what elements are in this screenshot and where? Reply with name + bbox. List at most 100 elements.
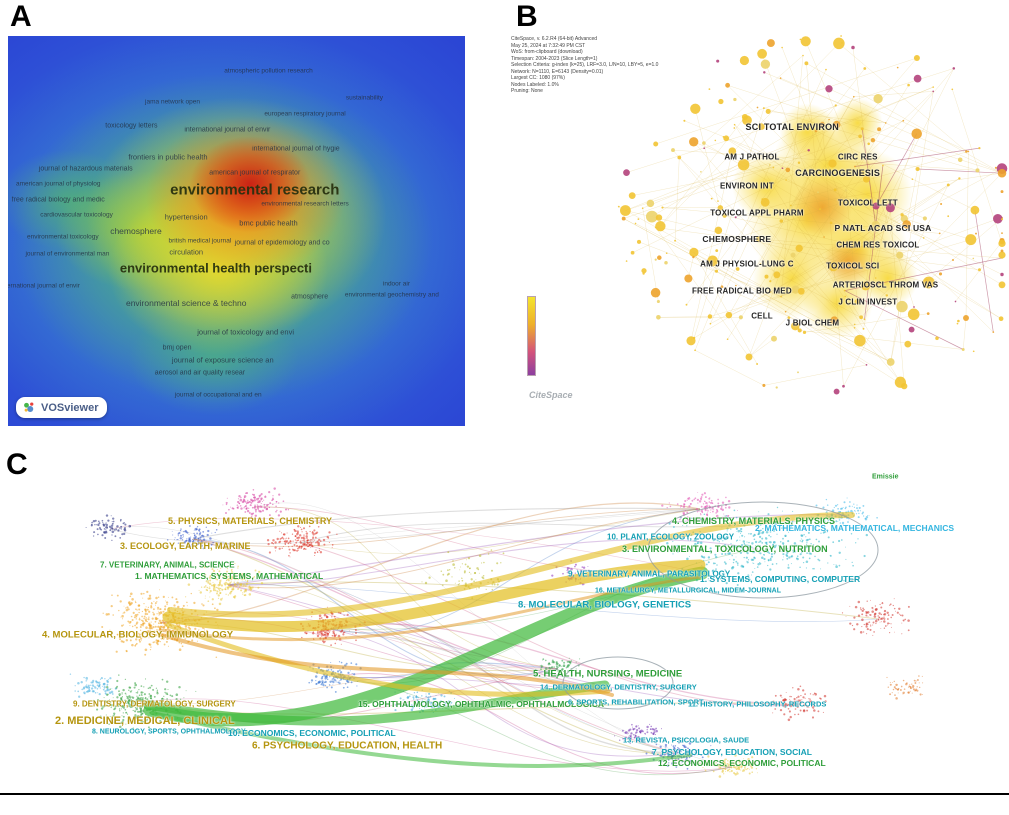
cited-journal-label: P NATL ACAD SCI USA — [834, 223, 932, 233]
citing-discipline-label: 4. MOLECULAR, BIOLOGY, IMMUNOLOGY — [42, 629, 234, 641]
panel-c-letter: C — [6, 448, 28, 481]
citespace-info-line: Largest CC: 1080 (97%) — [511, 75, 565, 81]
journal-density-label: environmental science & techno — [125, 298, 247, 309]
panel-c-dual-map-overlay: 5. PHYSICS, MATERIALS, CHEMISTRY 3. ECOLO… — [0, 455, 1009, 800]
cited-journal-label: TOXICOL LETT — [837, 198, 898, 208]
journal-density-label: journal of exposure science an — [171, 355, 274, 365]
cited-discipline-label: 3. ENVIRONMENTAL, TOXICOLOGY, NUTRITION — [622, 544, 828, 554]
cited-discipline-label: 14. DERMATOLOGY, DENTISTRY, SURGERY — [540, 682, 697, 692]
cited-discipline-label: 5. HEALTH, NURSING, MEDICINE — [533, 668, 683, 680]
citespace-info-block: CiteSpace, v. 6.2.R4 (64-bit) Advanced Ma… — [511, 36, 658, 95]
cited-discipline-label: 12. ECONOMICS, ECONOMIC, POLITICAL — [658, 758, 826, 768]
cited-discipline-label: 4. CHEMISTRY, MATERIALS, PHYSICS — [672, 516, 836, 526]
main-citation-flows — [143, 512, 855, 768]
discipline-cluster-dots — [69, 487, 924, 778]
citing-discipline-label: 5. PHYSICS, MATERIALS, CHEMISTRY — [168, 516, 333, 526]
density-heatmap — [8, 36, 465, 426]
cited-discipline-label: 10. PLANT, ECOLOGY, ZOOLOGY — [607, 532, 735, 542]
journal-density-label: journal of occupational and en — [174, 391, 262, 399]
cited-journal-label: TOXICOL APPL PHARM — [710, 208, 804, 218]
journal-density-label: bmj open — [162, 344, 192, 352]
citespace-info-line: Nodes Labeled: 1.0% — [511, 81, 559, 88]
cited-journal-label: AM J PHYSIOL-LUNG C — [700, 259, 794, 269]
journal-density-label: environmental research — [170, 181, 340, 199]
cited-journal-label: FREE RADICAL BIO MED — [691, 286, 792, 296]
citation-color-legend — [527, 296, 536, 376]
cited-discipline-label: 13. REVISTA, PSICOLOGIA, SAUDE — [623, 735, 750, 745]
journal-density-label: environmental geochemistry and — [344, 291, 439, 299]
citing-discipline-label: 6. PSYCHOLOGY, EDUCATION, HEALTH — [252, 740, 443, 752]
cited-discipline-label: 6. SPORTS, REHABILITATION, SPORT — [568, 697, 704, 707]
journal-density-label: international journal of envir — [8, 282, 80, 290]
citing-discipline-label: 1. MATHEMATICS, SYSTEMS, MATHEMATICAL — [135, 571, 324, 581]
bottom-divider — [0, 793, 1009, 795]
cited-discipline-label: Emissie — [872, 473, 899, 481]
journal-density-label: chemosphere — [110, 226, 162, 236]
cited-journal-label: ARTERIOSCL THROM VAS — [832, 280, 939, 290]
density-label-layer: atmospheric pollution research jama netwo… — [8, 36, 465, 426]
citing-discipline-label: 7. VETERINARY, ANIMAL, SCIENCE — [100, 560, 235, 570]
cited-journal-label: AM J PATHOL — [724, 152, 780, 162]
cited-discipline-label: 16. METALLURGY, METALLURGICAL, MIDEM-JOU… — [595, 587, 782, 595]
journal-density-label: toxicology letters — [105, 122, 158, 130]
citespace-info-line: Timespan: 2004-2023 (Slice Length=1) — [511, 55, 598, 62]
cited-journal-label: CHEM RES TOXICOL — [836, 240, 920, 250]
panel-b-citation-network: CiteSpace, v. 6.2.R4 (64-bit) Advanced Ma… — [505, 18, 1009, 438]
cluster-ellipses — [562, 501, 879, 710]
citing-discipline-label: 3. ECOLOGY, EARTH, MARINE — [120, 541, 251, 551]
citespace-info-line: Network: N=1110, E=6143 (Density=0.01) — [511, 68, 604, 75]
journal-density-label: free radical biology and medic — [11, 196, 105, 204]
journal-density-label: atmosphere — [291, 293, 329, 301]
citation-network-canvas — [617, 35, 1008, 395]
cited-discipline-label: 15. OPHTHALMOLOGY, OPHTHALMIC, OPHTHALMO… — [358, 699, 605, 709]
network-density-blobs — [732, 98, 918, 339]
vosviewer-icon — [24, 402, 34, 412]
journal-density-label: american journal of respirator — [209, 169, 301, 176]
discipline-label-layer: 5. PHYSICS, MATERIALS, CHEMISTRY 3. ECOLO… — [0, 455, 1009, 800]
journal-density-label: international journal of envir — [184, 126, 271, 134]
journal-density-label: journal of epidemiology and co — [234, 239, 330, 247]
journal-density-label: jama network open — [145, 98, 200, 106]
cited-discipline-label: 2. MATHEMATICS, MATHEMATICAL, MECHANICS — [755, 523, 955, 533]
vosviewer-logo: VOSviewer — [16, 397, 108, 418]
journal-density-label: european respiratory journal — [264, 110, 346, 118]
cited-journal-label: CIRC RES — [837, 152, 878, 162]
citespace-watermark: CiteSpace — [529, 390, 573, 400]
journal-density-label: aerosol and air quality resear — [154, 369, 246, 377]
journal-density-label: british medical journal — [168, 237, 232, 245]
citespace-info-line: CiteSpace, v. 6.2.R4 (64-bit) Advanced — [511, 36, 598, 42]
citing-discipline-label: 8. NEUROLOGY, SPORTS, OPHTHALMOLOGY — [92, 728, 246, 736]
journal-node-label-layer: SCI TOTAL ENVIRON AM J PATHOL CIRC RES CARC… — [505, 18, 1009, 438]
cited-journal-label: SCI TOTAL ENVIRON — [745, 122, 839, 133]
cited-journal-label: CARCINOGENESIS — [795, 168, 881, 179]
panel-b-letter: B — [516, 0, 538, 33]
journal-density-label: bmc public health — [239, 218, 298, 228]
journal-density-label: atmospheric pollution research — [224, 67, 313, 75]
journal-density-label: american journal of physiolog — [15, 180, 101, 188]
citing-discipline-label: 2. MEDICINE, MEDICAL, CLINICAL — [55, 715, 235, 727]
journal-density-label: journal of toxicology and envi — [197, 327, 294, 337]
journal-density-label: environmental health perspecti — [119, 260, 313, 276]
journal-density-label: environmental toxicology — [27, 233, 99, 241]
journal-density-label: sustainability — [345, 94, 384, 102]
panel-a-density-map: atmospheric pollution research jama netwo… — [8, 36, 465, 426]
cited-journal-label: J BIOL CHEM — [785, 318, 840, 327]
dual-map-canvas — [69, 487, 924, 778]
cited-discipline-label: 9. VETERINARY, ANIMAL, PARASITOLOGY — [568, 569, 731, 579]
citespace-info-line: Selection Criteria: g-index (k=25), LRF=… — [511, 62, 659, 68]
cited-discipline-label: 1. SYSTEMS, COMPUTING, COMPUTER — [700, 574, 861, 584]
citespace-info-line: Pruning: None — [511, 88, 543, 94]
cited-journal-label: J CLIN INVEST — [838, 297, 898, 306]
citing-discipline-label: 9. DENTISTRY, DERMATOLOGY, SURGERY — [73, 699, 236, 709]
citespace-info-line: May 25, 2024 at 7:32:49 PM CST — [511, 42, 586, 49]
cited-discipline-label: 11. HISTORY, PHILOSOPHY, RECORDS — [688, 699, 827, 709]
cited-journal-label: CELL — [751, 311, 773, 321]
journal-density-label: international journal of hygie — [252, 145, 340, 153]
journal-density-label: frontiers in public health — [128, 152, 208, 162]
citespace-info-line: WoS: from-clipboard (download) — [511, 49, 583, 55]
journal-density-label: journal of hazardous materials — [38, 165, 133, 173]
cited-discipline-label: 7. PSYCHOLOGY, EDUCATION, SOCIAL — [652, 747, 812, 757]
journal-density-label: indoor air — [382, 280, 410, 288]
vosviewer-logo-text: VOSviewer — [41, 401, 99, 414]
